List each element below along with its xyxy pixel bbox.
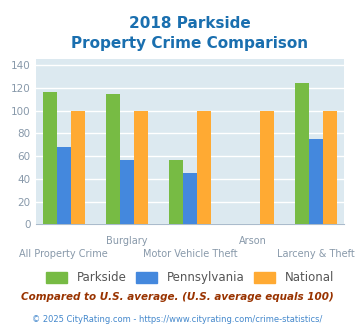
Bar	[295, 83, 309, 224]
Bar	[106, 93, 120, 224]
Bar	[309, 139, 323, 224]
Title: 2018 Parkside
Property Crime Comparison: 2018 Parkside Property Crime Comparison	[71, 16, 308, 51]
Text: Arson: Arson	[239, 236, 267, 246]
Bar	[134, 111, 148, 224]
Bar	[57, 147, 71, 224]
Bar	[71, 111, 84, 224]
Text: Motor Vehicle Theft: Motor Vehicle Theft	[143, 249, 237, 259]
Bar	[323, 111, 337, 224]
Text: Compared to U.S. average. (U.S. average equals 100): Compared to U.S. average. (U.S. average …	[21, 292, 334, 302]
Text: © 2025 CityRating.com - https://www.cityrating.com/crime-statistics/: © 2025 CityRating.com - https://www.city…	[32, 315, 323, 324]
Bar	[169, 159, 183, 224]
Bar	[197, 111, 211, 224]
Bar	[183, 173, 197, 224]
Text: All Property Crime: All Property Crime	[20, 249, 108, 259]
Text: Burglary: Burglary	[106, 236, 148, 246]
Bar	[120, 159, 134, 224]
Bar	[260, 111, 274, 224]
Bar	[43, 92, 57, 224]
Legend: Parkside, Pennsylvania, National: Parkside, Pennsylvania, National	[41, 267, 339, 289]
Text: Larceny & Theft: Larceny & Theft	[277, 249, 355, 259]
